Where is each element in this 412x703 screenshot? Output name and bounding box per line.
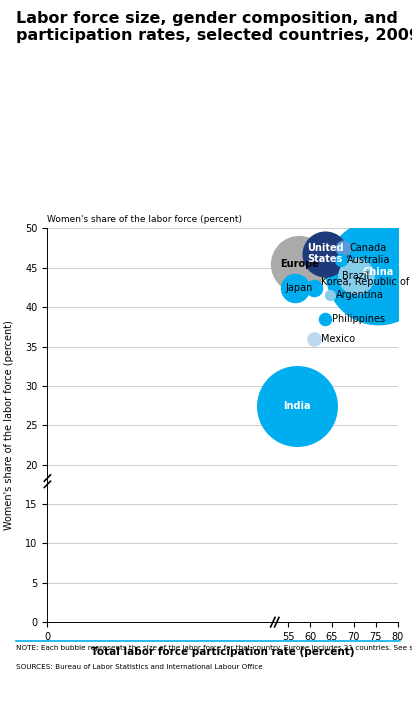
Point bbox=[322, 248, 329, 259]
Text: Argentina: Argentina bbox=[336, 290, 384, 300]
Point bbox=[326, 290, 333, 301]
Text: Labor force size, gender composition, and
participation rates, selected countrie: Labor force size, gender composition, an… bbox=[16, 11, 412, 43]
Point bbox=[311, 282, 318, 293]
Point bbox=[337, 254, 344, 266]
Point bbox=[339, 243, 346, 254]
Text: Canada: Canada bbox=[349, 243, 386, 253]
Point bbox=[296, 258, 302, 269]
Text: China: China bbox=[362, 266, 393, 277]
Text: Australia: Australia bbox=[347, 255, 391, 265]
Text: Europe: Europe bbox=[280, 259, 318, 269]
Text: Mexico: Mexico bbox=[321, 334, 355, 344]
Text: NOTE: Each bubble represents the size of the labor force for that country. Europ: NOTE: Each bubble represents the size of… bbox=[16, 645, 412, 651]
Text: Women's share of the labor force (percent): Women's share of the labor force (percen… bbox=[4, 321, 14, 530]
Text: United
States: United States bbox=[307, 243, 344, 264]
X-axis label: Total labor force participation rate (percent): Total labor force participation rate (pe… bbox=[91, 647, 354, 657]
Text: Korea, Republic of: Korea, Republic of bbox=[321, 277, 409, 287]
Text: Brazil: Brazil bbox=[342, 271, 370, 280]
Text: India: India bbox=[283, 401, 311, 411]
Text: Philippines: Philippines bbox=[332, 314, 385, 324]
Point bbox=[291, 282, 298, 293]
Point bbox=[311, 333, 318, 344]
Point bbox=[294, 400, 300, 411]
Text: Japan: Japan bbox=[286, 283, 314, 292]
Text: SOURCES: Bureau of Labor Statistics and International Labour Office: SOURCES: Bureau of Labor Statistics and … bbox=[16, 664, 263, 671]
Text: Women's share of the labor force (percent): Women's share of the labor force (percen… bbox=[47, 214, 242, 224]
Point bbox=[375, 266, 381, 278]
Point bbox=[353, 270, 359, 281]
Point bbox=[322, 314, 329, 325]
